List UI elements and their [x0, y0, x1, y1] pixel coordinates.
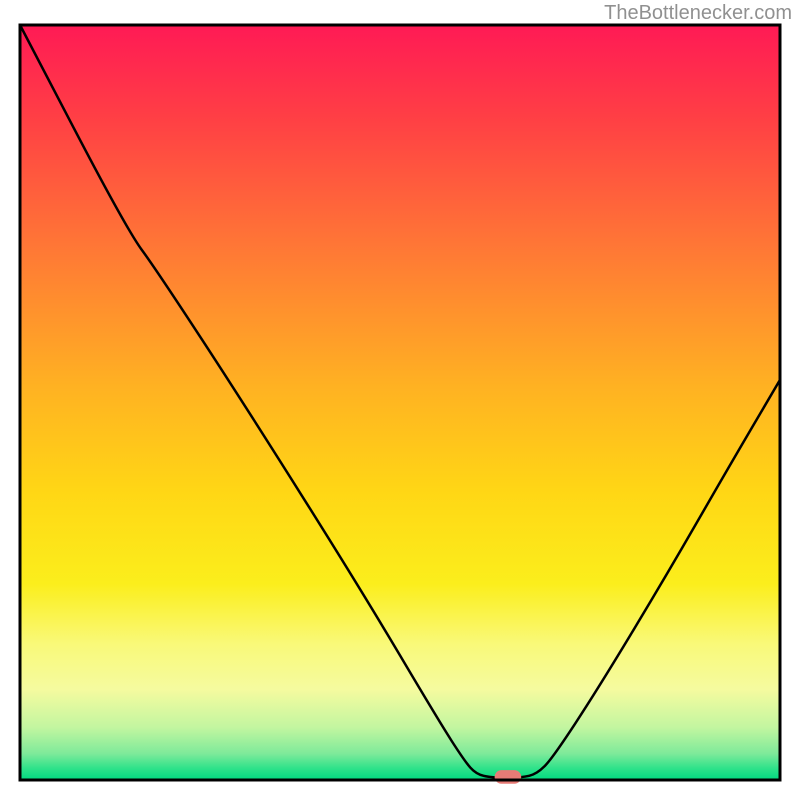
bottleneck-chart [0, 0, 800, 800]
plot-background [20, 25, 780, 780]
optimal-marker [495, 770, 522, 784]
chart-container: TheBottlenecker.com [0, 0, 800, 800]
watermark-text: TheBottlenecker.com [604, 2, 792, 25]
